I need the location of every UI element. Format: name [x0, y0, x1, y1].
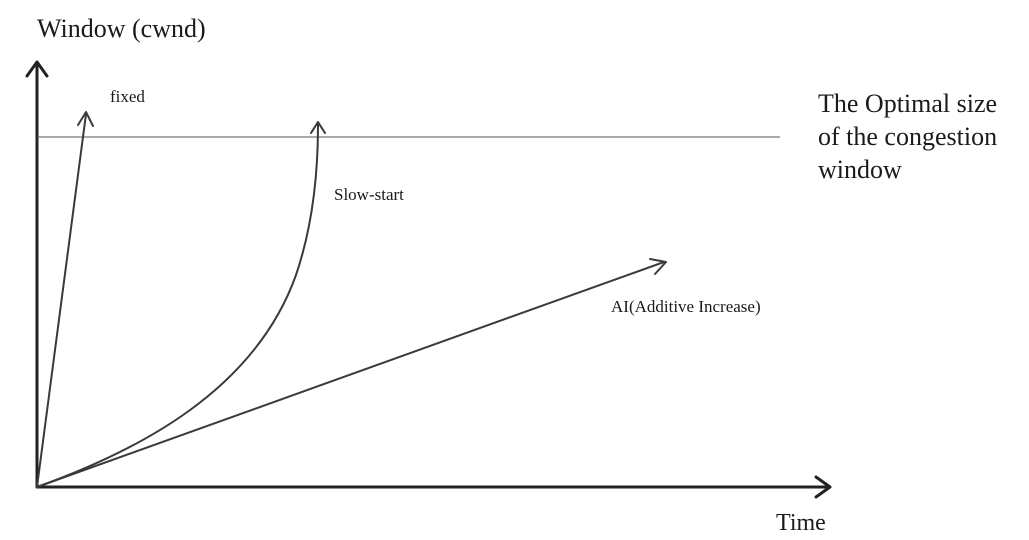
additive-increase-label: AI(Additive Increase): [611, 297, 761, 316]
slow-start-label: Slow-start: [334, 185, 404, 204]
optimal-label-line-2: of the congestion: [818, 122, 997, 151]
x-axis: [35, 475, 832, 499]
optimal-label-line-1: The Optimal size: [818, 89, 997, 118]
y-axis-label: Window (cwnd): [37, 14, 206, 43]
optimal-label-line-3: window: [818, 155, 902, 184]
fixed-curve: [36, 111, 94, 488]
additive-increase-curve: [36, 258, 667, 488]
slow-start-curve: [36, 121, 326, 488]
y-axis: [25, 60, 49, 489]
x-axis-label: Time: [776, 510, 826, 536]
optimal-window-label: The Optimal size of the congestion windo…: [818, 89, 997, 184]
fixed-label: fixed: [110, 87, 145, 106]
